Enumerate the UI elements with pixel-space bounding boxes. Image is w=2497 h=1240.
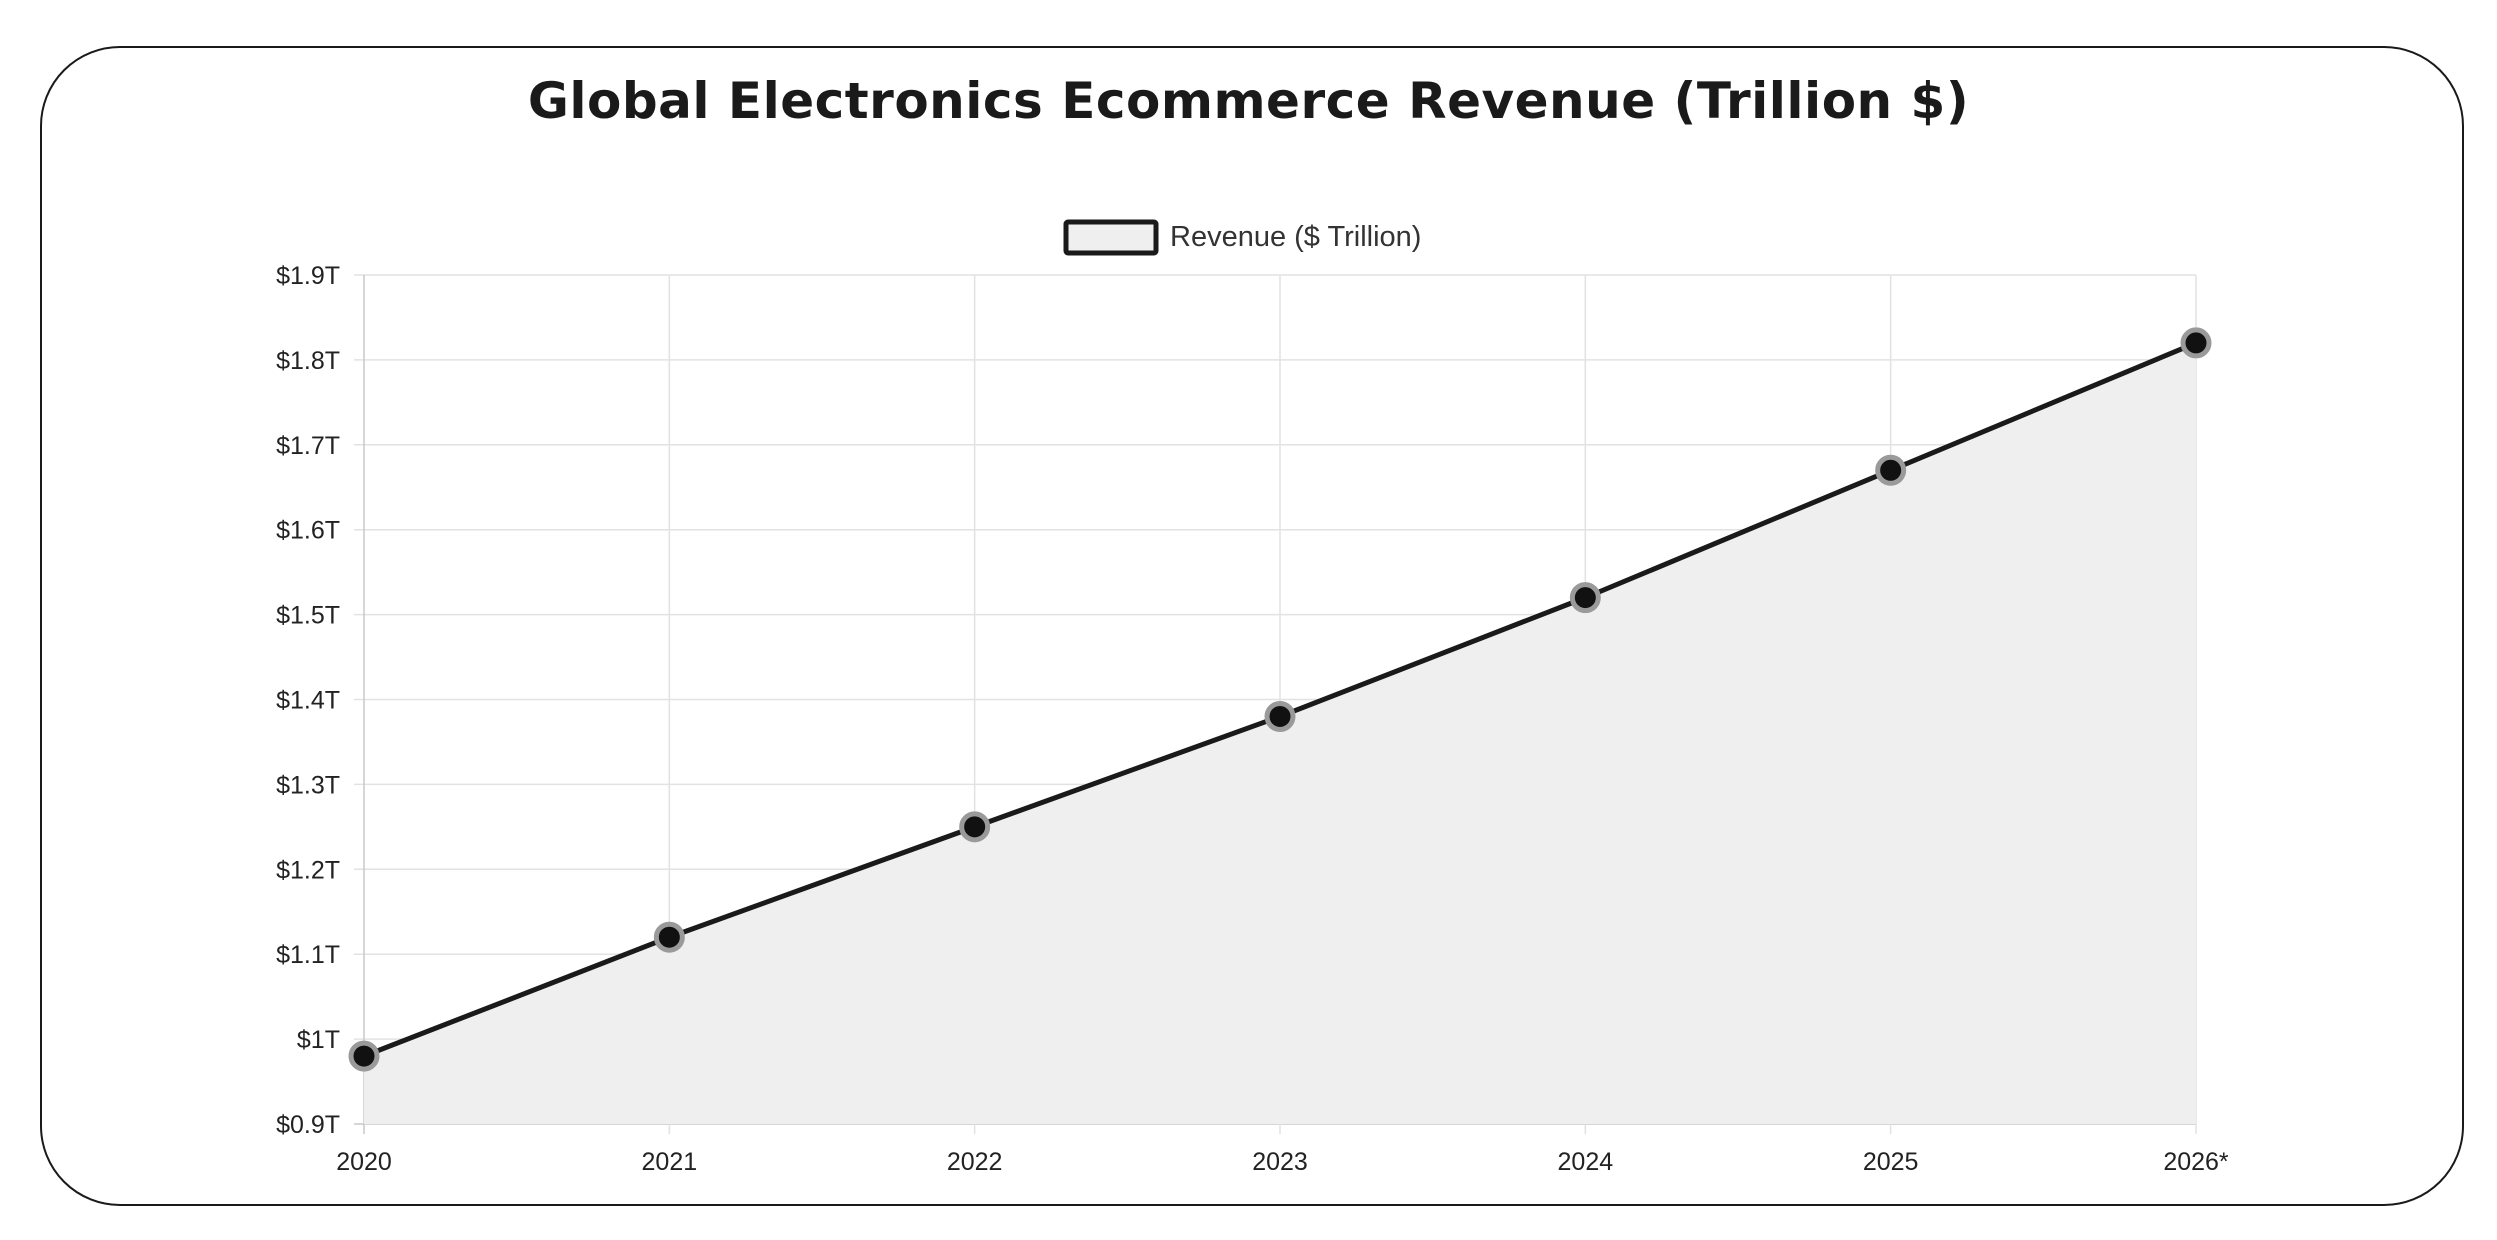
- x-tick-label: 2025: [1863, 1148, 1919, 1176]
- data-point-2022[interactable]: [959, 811, 991, 843]
- chart-title: Global Electronics Ecommerce Revenue (Tr…: [527, 72, 1970, 130]
- y-tick-label: $0.9T: [276, 1111, 340, 1139]
- y-tick-label: $1.3T: [276, 771, 340, 799]
- x-tick-label: 2024: [1558, 1148, 1614, 1176]
- y-tick-label: $1T: [297, 1026, 340, 1054]
- x-tick-label: 2023: [1252, 1148, 1308, 1176]
- y-tick-label: $1.2T: [276, 856, 340, 884]
- y-tick-label: $1.6T: [276, 517, 340, 545]
- point-layer: [348, 327, 2212, 1072]
- y-tick-label: $1.4T: [276, 687, 340, 715]
- x-tick-label: 2022: [947, 1148, 1003, 1176]
- series-area-fill: [364, 342, 2196, 1124]
- legend-label[interactable]: Revenue ($ Trillion): [1170, 221, 1421, 253]
- data-point-2025[interactable]: [1875, 454, 1907, 486]
- y-tick-label: $1.1T: [276, 941, 340, 969]
- y-tick-label: $1.8T: [276, 347, 340, 375]
- data-point-2023[interactable]: [1264, 700, 1296, 732]
- y-tick-label: $1.9T: [276, 262, 340, 290]
- x-tick-label: 2021: [642, 1148, 698, 1176]
- y-axis: $0.9T $1T $1.1T $1.2T $1.3T $1.4T $1.5T $1.6T $1…: [276, 262, 340, 1139]
- legend-swatch[interactable]: [1063, 219, 1159, 256]
- x-tick-label: 2026*: [2163, 1148, 2229, 1176]
- area-layer: [364, 342, 2196, 1124]
- data-point-2021[interactable]: [653, 921, 685, 953]
- y-tick-label: $1.7T: [276, 432, 340, 460]
- legend[interactable]: Revenue ($ Trillion): [1063, 219, 1421, 256]
- x-axis: 2020 2021 2022 2023 2024 2025 2026*: [336, 1148, 2229, 1176]
- x-tick-label: 2020: [336, 1148, 392, 1176]
- data-point-2026[interactable]: [2180, 327, 2212, 359]
- y-tick-label: $1.5T: [276, 602, 340, 630]
- data-point-2024[interactable]: [1569, 582, 1601, 614]
- data-point-2020[interactable]: [348, 1040, 380, 1072]
